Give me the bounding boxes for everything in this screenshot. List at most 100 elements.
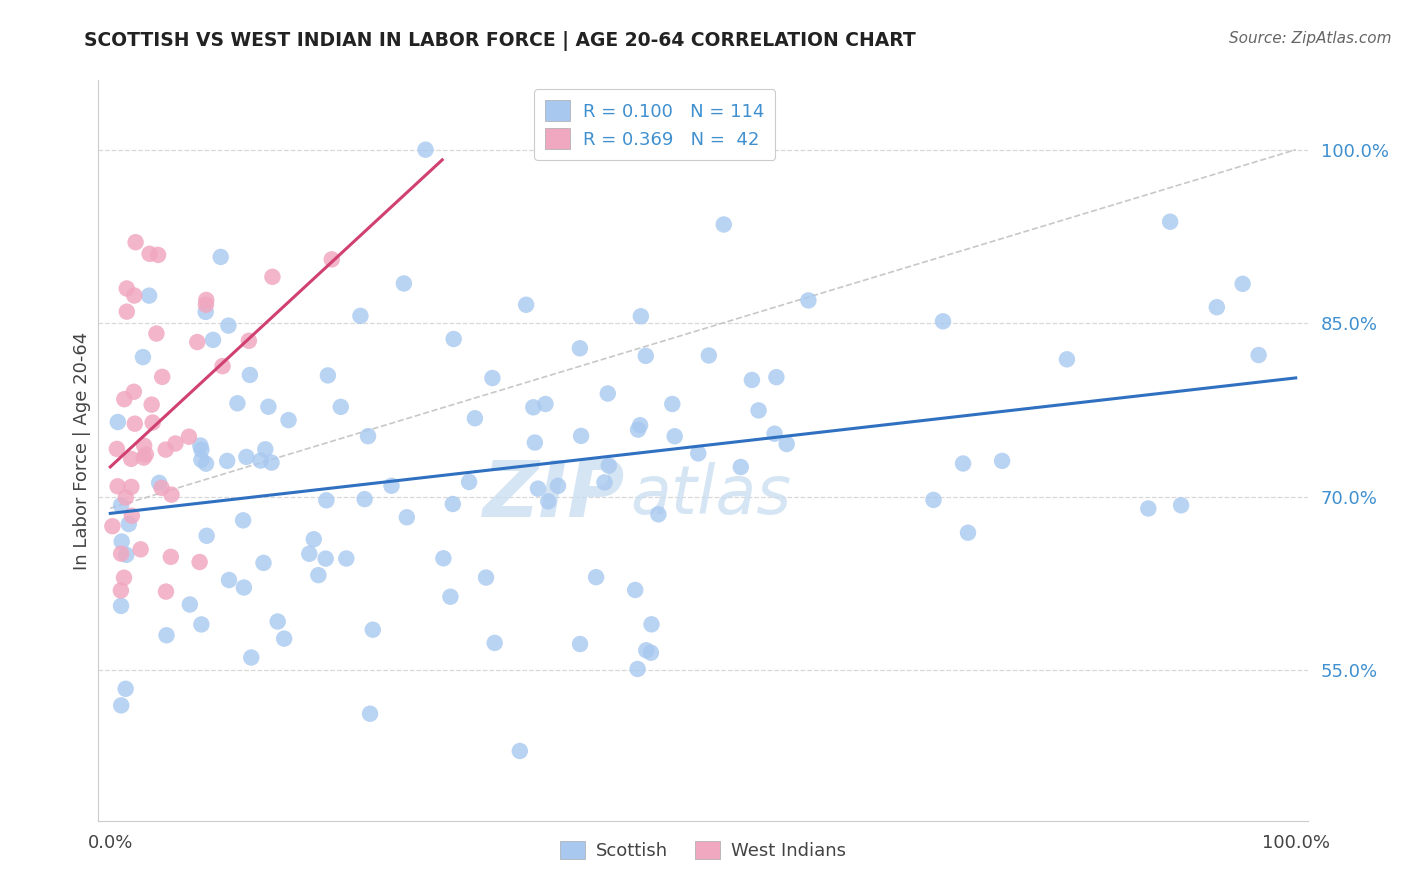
Point <box>150 369 173 384</box>
Point <box>239 368 262 382</box>
Point <box>110 547 132 561</box>
Point <box>298 547 321 561</box>
Point <box>254 442 277 457</box>
Point <box>115 548 138 562</box>
Point <box>195 529 218 543</box>
Point <box>626 662 648 676</box>
Point <box>776 437 799 451</box>
Point <box>135 447 157 461</box>
Point <box>307 568 329 582</box>
Point <box>661 397 683 411</box>
Point <box>458 475 481 489</box>
Point <box>349 309 371 323</box>
Legend: Scottish, West Indians: Scottish, West Indians <box>553 833 853 867</box>
Text: SCOTTISH VS WEST INDIAN IN LABOR FORCE | AGE 20-64 CORRELATION CHART: SCOTTISH VS WEST INDIAN IN LABOR FORCE |… <box>84 31 917 51</box>
Point <box>146 248 169 262</box>
Point <box>232 513 254 527</box>
Point <box>357 429 380 443</box>
Point <box>134 439 156 453</box>
Point <box>120 451 142 466</box>
Point <box>235 450 257 464</box>
Point <box>361 623 384 637</box>
Point <box>107 479 129 493</box>
Point <box>763 426 786 441</box>
Point <box>195 293 218 307</box>
Point <box>523 435 546 450</box>
Point <box>138 288 160 302</box>
Point <box>359 706 381 721</box>
Point <box>115 281 138 295</box>
Point <box>202 333 225 347</box>
Point <box>190 617 212 632</box>
Point <box>195 457 218 471</box>
Point <box>107 415 129 429</box>
Point <box>515 298 537 312</box>
Point <box>688 446 710 460</box>
Point <box>664 429 686 443</box>
Point <box>114 491 136 505</box>
Point <box>155 584 177 599</box>
Point <box>273 632 295 646</box>
Point <box>105 442 128 456</box>
Point <box>114 681 136 696</box>
Point <box>122 288 145 302</box>
Point <box>335 551 357 566</box>
Point <box>415 143 437 157</box>
Point <box>527 482 550 496</box>
Point <box>315 493 337 508</box>
Point <box>329 400 352 414</box>
Point <box>141 398 163 412</box>
Point <box>218 573 240 587</box>
Point <box>568 341 591 355</box>
Point <box>238 334 260 348</box>
Point <box>380 479 402 493</box>
Point <box>1137 501 1160 516</box>
Point <box>132 450 155 465</box>
Point <box>593 475 616 490</box>
Point <box>1205 300 1227 314</box>
Point <box>640 646 662 660</box>
Point <box>129 542 152 557</box>
Point <box>534 397 557 411</box>
Point <box>217 454 239 468</box>
Point <box>395 510 418 524</box>
Point <box>226 396 249 410</box>
Point <box>277 413 299 427</box>
Point <box>1170 498 1192 512</box>
Point <box>120 480 142 494</box>
Point <box>160 488 183 502</box>
Point <box>1056 352 1078 367</box>
Point <box>321 252 343 267</box>
Point <box>115 304 138 318</box>
Point <box>713 218 735 232</box>
Point <box>640 617 662 632</box>
Point <box>217 318 239 333</box>
Point <box>118 516 141 531</box>
Point <box>155 628 177 642</box>
Point <box>569 637 592 651</box>
Point <box>432 551 454 566</box>
Y-axis label: In Labor Force | Age 20-64: In Labor Force | Age 20-64 <box>73 331 91 570</box>
Point <box>110 698 132 713</box>
Point <box>952 457 974 471</box>
Point <box>257 400 280 414</box>
Point <box>110 498 132 512</box>
Point <box>464 411 486 425</box>
Point <box>165 436 187 450</box>
Point <box>177 430 200 444</box>
Point <box>240 650 263 665</box>
Point <box>148 475 170 490</box>
Point <box>392 277 415 291</box>
Point <box>262 269 284 284</box>
Point <box>522 401 544 415</box>
Point <box>211 359 233 373</box>
Point <box>260 456 283 470</box>
Point <box>159 549 181 564</box>
Point <box>194 298 217 312</box>
Point <box>132 350 155 364</box>
Point <box>194 305 217 319</box>
Point <box>797 293 820 308</box>
Point <box>190 453 212 467</box>
Point <box>537 494 560 508</box>
Point <box>190 442 212 457</box>
